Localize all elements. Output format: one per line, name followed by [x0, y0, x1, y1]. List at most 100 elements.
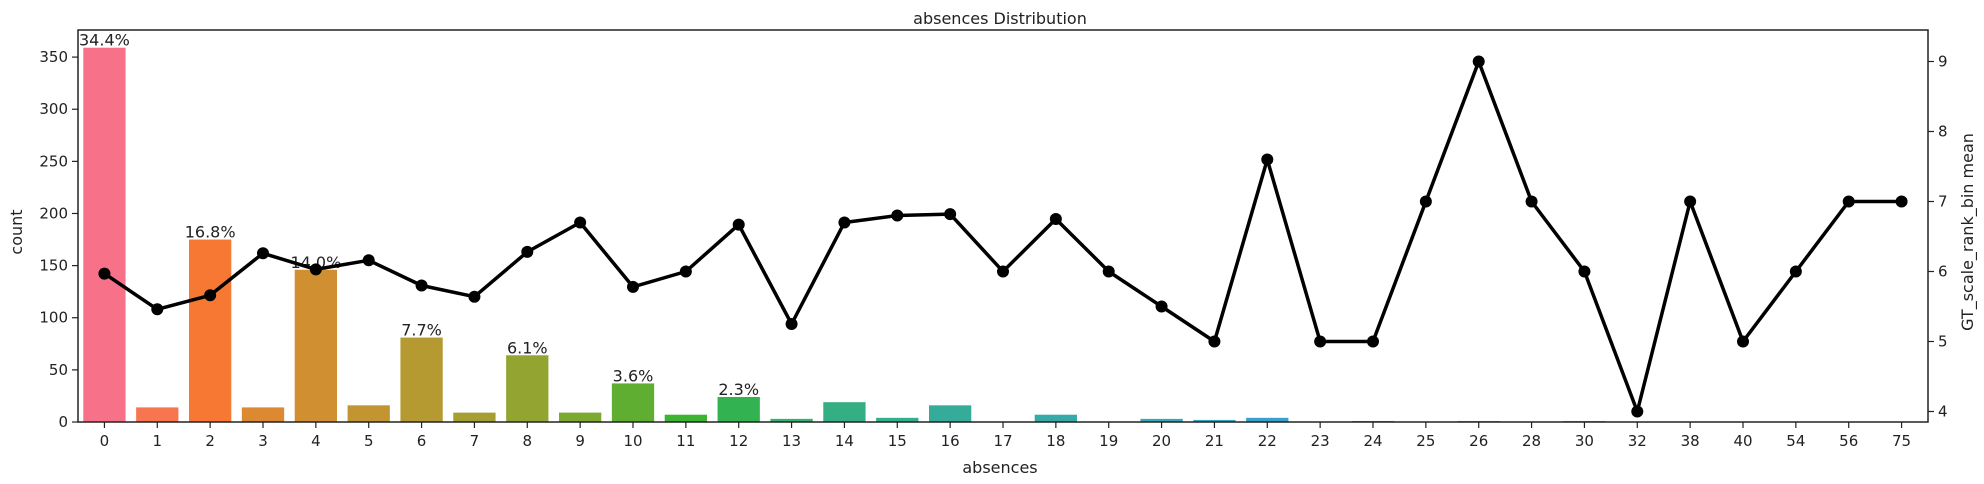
x-tick-label: 38: [1681, 432, 1700, 450]
mean-point-28: [1525, 195, 1538, 208]
x-tick-label: 8: [523, 432, 533, 450]
bar-1: [136, 407, 179, 422]
x-tick-label: 5: [364, 432, 374, 450]
bar-2: [189, 239, 232, 422]
x-tick-label: 11: [676, 432, 695, 450]
mean-point-25: [1419, 195, 1432, 208]
mean-point-16: [944, 208, 957, 221]
bar-20: [1140, 418, 1183, 422]
x-tick-label: 40: [1733, 432, 1752, 450]
x-tick-label: 32: [1628, 432, 1647, 450]
x-tick-label: 23: [1311, 432, 1330, 450]
bar-7: [453, 412, 496, 422]
x-tick-label: 13: [782, 432, 801, 450]
bar-labels-layer: 34.4%16.8%14.0%7.7%6.1%3.6%2.3%: [79, 31, 759, 399]
mean-point-1: [151, 303, 164, 316]
bar-percent-label: 7.7%: [401, 321, 442, 340]
mean-point-13: [785, 318, 798, 330]
x-tick-label: 4: [311, 432, 321, 450]
x-tick-label: 21: [1205, 432, 1224, 450]
x-tick-label: 18: [1046, 432, 1065, 450]
mean-point-7: [468, 290, 481, 303]
x-tick-label: 1: [153, 432, 163, 450]
mean-point-10: [627, 280, 639, 293]
bar-21: [1193, 419, 1236, 422]
bar-9: [559, 412, 602, 422]
bars-layer: [83, 47, 1606, 423]
x-tick-label: 12: [729, 432, 748, 450]
x-axis-label: absences: [962, 458, 1037, 477]
y2-tick-label: 6: [1938, 263, 1948, 281]
x-tick-label: 28: [1522, 432, 1541, 450]
mean-point-19: [1102, 265, 1115, 278]
x-tick-label: 24: [1363, 432, 1382, 450]
x-tick-label: 6: [417, 432, 427, 450]
bar-22: [1246, 417, 1289, 422]
bar-4: [294, 269, 337, 422]
mean-line: [103, 59, 1902, 414]
x-tick-label: 19: [1099, 432, 1118, 450]
y2-tick-label: 5: [1938, 333, 1948, 351]
mean-point-54: [1789, 265, 1802, 278]
bar-percent-label: 34.4%: [79, 31, 130, 50]
mean-point-8: [521, 245, 534, 258]
mean-point-56: [1842, 195, 1855, 208]
y-tick-label: 100: [39, 309, 68, 327]
mean-point-32: [1631, 405, 1644, 418]
y-tick-label: 200: [39, 204, 68, 222]
mean-point-3: [257, 247, 269, 260]
y2-tick-label: 4: [1938, 403, 1948, 421]
bar-6: [400, 337, 443, 422]
x-tick-label: 22: [1258, 432, 1277, 450]
y2-tick-label: 9: [1938, 53, 1948, 71]
bar-18: [1034, 414, 1077, 422]
bar-10: [611, 383, 655, 422]
x-tick-label: 14: [835, 432, 854, 450]
mean-point-30: [1578, 265, 1591, 278]
mean-point-40: [1737, 335, 1749, 348]
mean-line-layer: [98, 55, 1908, 418]
mean-point-4: [309, 263, 322, 276]
mean-point-5: [362, 254, 375, 267]
y-tick-label: 50: [49, 361, 68, 379]
x-tick-label: 3: [258, 432, 268, 450]
x-tick-label: 30: [1575, 432, 1594, 450]
x-tick-label: 9: [575, 432, 585, 450]
x-tick-label: 25: [1416, 432, 1435, 450]
bar-8: [506, 355, 549, 422]
y-tick-label: 0: [58, 413, 68, 431]
bar-5: [347, 405, 390, 422]
y-tick-label: 300: [39, 100, 68, 118]
bar-percent-label: 2.3%: [718, 380, 759, 399]
x-tick-label: 20: [1152, 432, 1171, 450]
bar-15: [876, 417, 919, 422]
y2-tick-label: 8: [1938, 123, 1948, 141]
x-tick-label: 17: [993, 432, 1012, 450]
x-tick-label: 15: [888, 432, 907, 450]
x-tick-label: 75: [1892, 432, 1911, 450]
bar-12: [717, 396, 760, 422]
y2-axis-label: GT_scale_rank_bin mean: [1958, 133, 1978, 331]
y2-tick-label: 7: [1938, 193, 1948, 211]
x-tick-label: 10: [623, 432, 642, 450]
mean-point-22: [1261, 153, 1274, 166]
mean-point-9: [574, 216, 587, 229]
chart-title: absences Distribution: [913, 9, 1087, 28]
mean-point-11: [679, 265, 692, 278]
bar-16: [929, 405, 972, 422]
bar-percent-label: 16.8%: [185, 223, 236, 242]
mean-point-0: [98, 267, 111, 280]
bar-11: [664, 414, 707, 422]
mean-point-24: [1367, 335, 1379, 348]
x-tick-label: 2: [205, 432, 215, 450]
x-tick-label: 26: [1469, 432, 1488, 450]
mean-point-23: [1314, 335, 1327, 348]
bar-13: [770, 418, 813, 422]
x-tick-label: 56: [1839, 432, 1858, 450]
mean-point-18: [1049, 213, 1062, 225]
bar-0: [83, 47, 126, 423]
y-tick-label: 150: [39, 257, 68, 275]
mean-point-17: [997, 265, 1009, 278]
